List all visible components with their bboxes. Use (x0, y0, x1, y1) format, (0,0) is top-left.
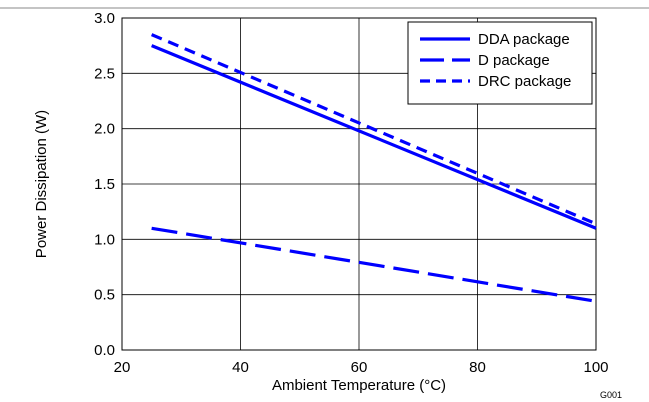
x-tick-labels: 20 40 60 80 100 (114, 359, 609, 376)
figure-code: G001 (600, 390, 622, 400)
y-tick-label: 1.5 (94, 176, 115, 193)
series-line-1 (151, 44, 597, 230)
y-axis-label: Power Dissipation (W) (33, 110, 50, 258)
y-tick-label: 2.5 (94, 65, 115, 82)
legend-entry: D package (478, 52, 550, 69)
x-axis-label: Ambient Temperature (°C) (272, 377, 446, 394)
x-tick-label: 40 (232, 359, 249, 376)
series-lines (150, 33, 597, 303)
y-tick-label: 0.0 (94, 342, 115, 359)
legend-entry: DDA package (478, 31, 570, 48)
series-line-3 (150, 33, 597, 226)
series-line-2 (151, 226, 597, 303)
legend-entry: DRC package (478, 73, 571, 90)
y-tick-label: 1.0 (94, 231, 115, 248)
x-tick-label: 20 (114, 359, 131, 376)
x-tick-label: 100 (583, 359, 608, 376)
y-tick-label: 3.0 (94, 10, 115, 27)
y-tick-labels: 0.0 0.5 1.0 1.5 2.0 2.5 3.0 (94, 10, 115, 359)
legend: DDA package D package DRC package (407, 21, 593, 105)
y-tick-label: 0.5 (94, 287, 115, 304)
x-tick-label: 80 (469, 359, 486, 376)
plot-frame (121, 17, 597, 351)
y-tick-label: 2.0 (94, 121, 115, 138)
x-tick-label: 60 (351, 359, 368, 376)
legend-box (407, 21, 593, 105)
